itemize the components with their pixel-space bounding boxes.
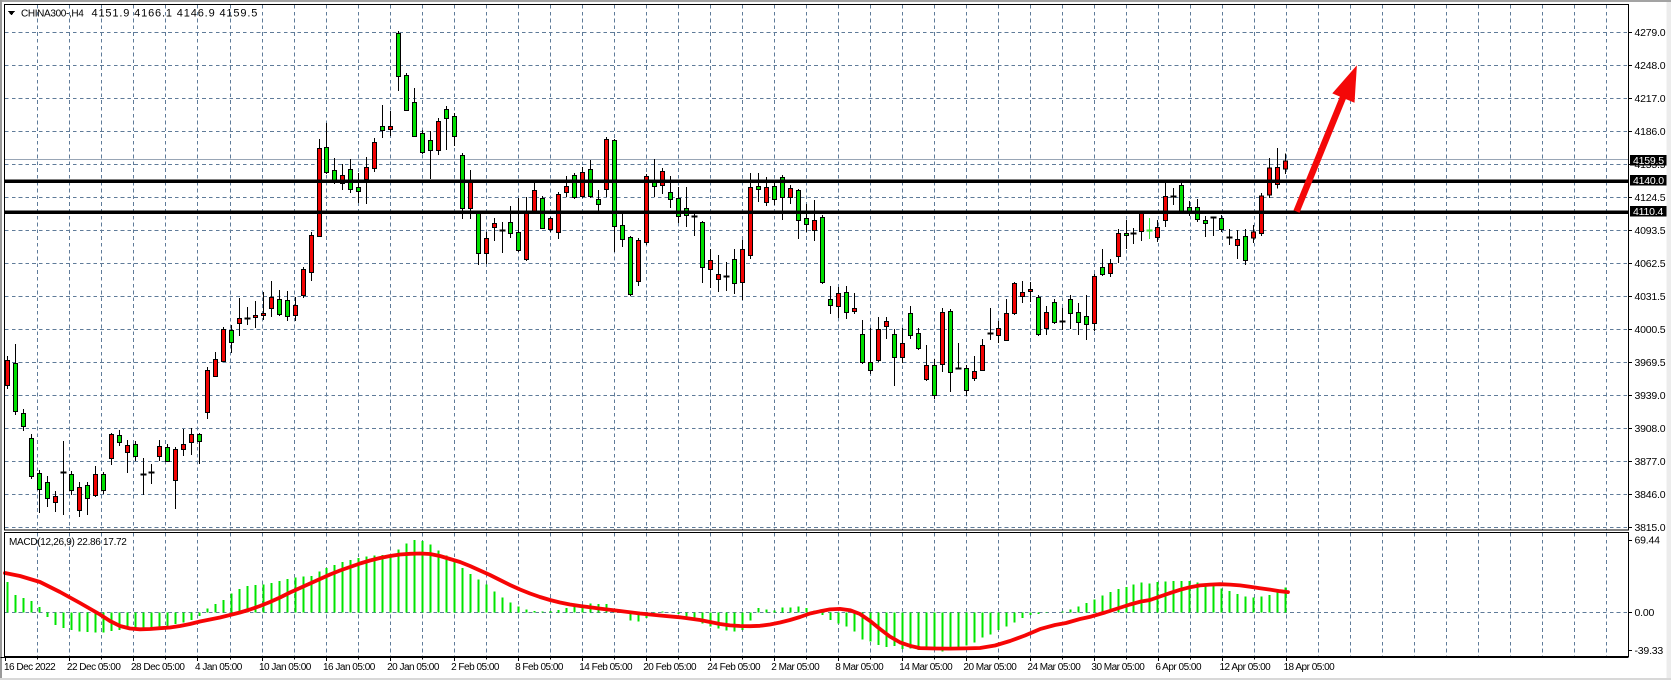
svg-text:4031.5: 4031.5	[1635, 291, 1666, 303]
svg-text:18 Apr 05:00: 18 Apr 05:00	[1284, 662, 1336, 673]
svg-text:30 Mar 05:00: 30 Mar 05:00	[1091, 662, 1145, 673]
svg-text:CHINA300-,H4: CHINA300-,H4	[21, 9, 84, 20]
svg-text:12 Apr 05:00: 12 Apr 05:00	[1220, 662, 1272, 673]
svg-text:4140.0: 4140.0	[1633, 175, 1664, 187]
svg-text:2 Mar 05:00: 2 Mar 05:00	[771, 662, 820, 673]
svg-text:4151.9 4166.1 4146.9 4159.5: 4151.9 4166.1 4146.9 4159.5	[92, 8, 259, 20]
svg-text:MACD(12,26,9) 22.86 17.72: MACD(12,26,9) 22.86 17.72	[9, 537, 127, 548]
svg-text:3815.0: 3815.0	[1635, 522, 1666, 534]
svg-text:20 Feb 05:00: 20 Feb 05:00	[643, 662, 697, 673]
svg-text:3846.0: 3846.0	[1635, 489, 1666, 501]
svg-text:0.00: 0.00	[1635, 607, 1655, 619]
svg-text:4217.0: 4217.0	[1635, 93, 1666, 105]
svg-text:4248.0: 4248.0	[1635, 60, 1666, 72]
svg-text:14 Feb 05:00: 14 Feb 05:00	[579, 662, 633, 673]
svg-text:4159.5: 4159.5	[1633, 155, 1664, 167]
svg-text:4093.5: 4093.5	[1635, 225, 1666, 237]
svg-text:20 Jan 05:00: 20 Jan 05:00	[387, 662, 440, 673]
svg-text:-39.33: -39.33	[1635, 645, 1664, 657]
svg-text:20 Mar 05:00: 20 Mar 05:00	[963, 662, 1017, 673]
svg-text:69.44: 69.44	[1635, 534, 1661, 546]
svg-text:10 Jan 05:00: 10 Jan 05:00	[259, 662, 312, 673]
svg-text:24 Mar 05:00: 24 Mar 05:00	[1027, 662, 1081, 673]
svg-text:16 Dec 2022: 16 Dec 2022	[4, 662, 56, 673]
svg-text:8 Mar 05:00: 8 Mar 05:00	[835, 662, 884, 673]
svg-text:14 Mar 05:00: 14 Mar 05:00	[899, 662, 953, 673]
svg-text:2 Feb 05:00: 2 Feb 05:00	[451, 662, 500, 673]
svg-text:4 Jan 05:00: 4 Jan 05:00	[195, 662, 243, 673]
svg-text:4124.5: 4124.5	[1635, 192, 1666, 204]
svg-text:8 Feb 05:00: 8 Feb 05:00	[515, 662, 564, 673]
svg-text:28 Dec 05:00: 28 Dec 05:00	[131, 662, 185, 673]
svg-text:16 Jan 05:00: 16 Jan 05:00	[323, 662, 376, 673]
svg-text:4062.5: 4062.5	[1635, 258, 1666, 270]
svg-text:3877.0: 3877.0	[1635, 456, 1666, 468]
svg-text:4110.4: 4110.4	[1633, 206, 1663, 218]
svg-text:22 Dec 05:00: 22 Dec 05:00	[67, 662, 121, 673]
svg-text:24 Feb 05:00: 24 Feb 05:00	[707, 662, 761, 673]
svg-text:4186.0: 4186.0	[1635, 126, 1666, 138]
svg-text:4000.5: 4000.5	[1635, 324, 1666, 336]
svg-text:3939.0: 3939.0	[1635, 390, 1666, 402]
svg-text:4279.0: 4279.0	[1635, 27, 1666, 39]
svg-text:3969.5: 3969.5	[1635, 357, 1666, 369]
svg-text:6 Apr 05:00: 6 Apr 05:00	[1155, 662, 1202, 673]
svg-text:3908.0: 3908.0	[1635, 423, 1666, 435]
